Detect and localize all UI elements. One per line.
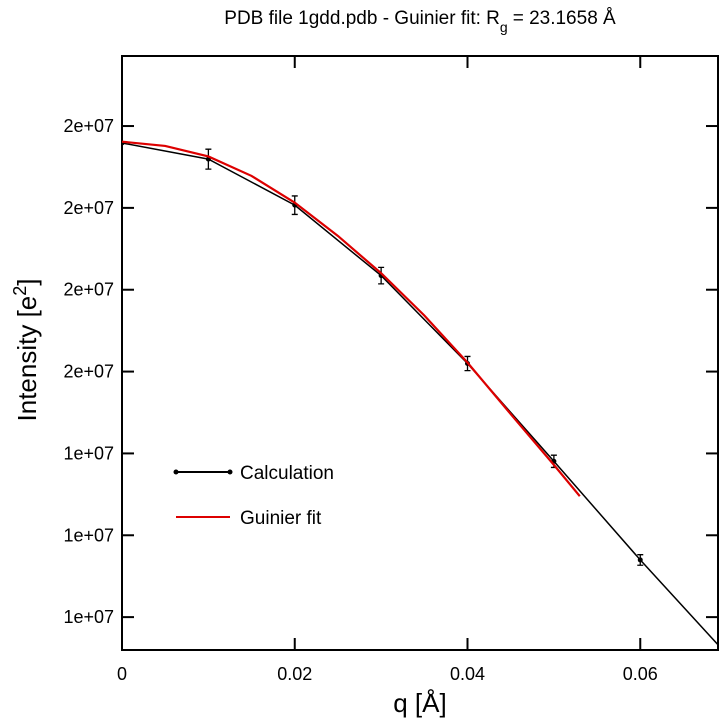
y-tick-label: 2e+07 [63, 198, 114, 218]
legend-marker [174, 470, 179, 475]
title-main: PDB file 1gdd.pdb - Guinier fit: R [224, 8, 500, 29]
y-tick-label: 2e+07 [63, 116, 114, 136]
x-tick-label: 0.02 [277, 664, 312, 684]
y-axis-label: Intensity [e2] [10, 279, 42, 422]
y-tick-label: 2e+07 [63, 362, 114, 382]
legend-marker [228, 470, 233, 475]
title-end: = 23.1658 Å [513, 8, 616, 29]
y-label-end: ] [12, 279, 42, 286]
series-line [122, 142, 580, 497]
y-tick-label: 2e+07 [63, 280, 114, 300]
y-label-main: Intensity [e [12, 296, 42, 422]
y-tick-label: 1e+07 [63, 607, 114, 627]
y-label-sup: 2 [10, 286, 30, 296]
x-tick-label: 0 [117, 664, 127, 684]
x-tick-label: 0.04 [450, 664, 485, 684]
y-tick-label: 1e+07 [63, 443, 114, 463]
chart-title: PDB file 1gdd.pdb - Guinier fit: Rg = 23.… [224, 8, 616, 35]
plot-frame [122, 56, 718, 650]
y-tick-label: 1e+07 [63, 525, 114, 545]
series-line [122, 143, 722, 654]
x-tick-label: 0.06 [623, 664, 658, 684]
x-axis-label: q [Å] [393, 688, 446, 718]
title-sub: g [500, 19, 508, 35]
plot-area [120, 140, 722, 659]
legend-label: Calculation [240, 463, 334, 484]
legend-label: Guinier fit [240, 508, 322, 529]
